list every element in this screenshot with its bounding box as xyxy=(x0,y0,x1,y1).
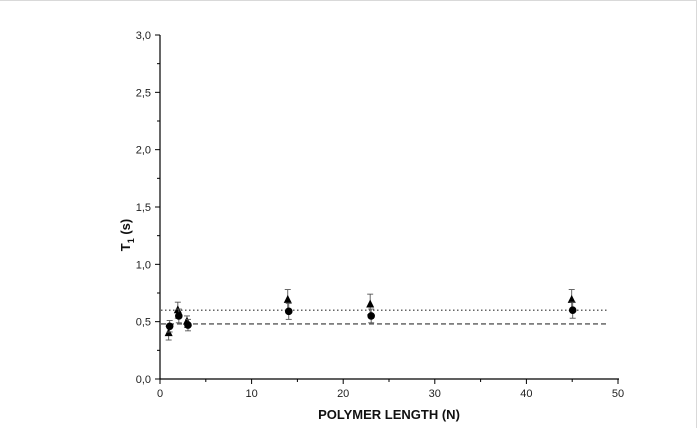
y-tick-label: 0,0 xyxy=(136,374,151,386)
axes xyxy=(159,35,619,380)
y-tick-label: 2,5 xyxy=(136,87,151,99)
circle-point xyxy=(175,312,183,320)
x-tick-label: 0 xyxy=(157,388,163,400)
y-axis-title-rest: (s) xyxy=(118,219,133,239)
circle-point xyxy=(367,312,375,320)
y-tick-label: 1,5 xyxy=(136,202,151,214)
x-tick-label: 30 xyxy=(429,388,441,400)
y-tick-label: 0,5 xyxy=(136,317,151,329)
circle-point xyxy=(165,322,174,331)
x-axis-title: POLYMER LENGTH (N) xyxy=(318,407,460,422)
x-tick-label: 50 xyxy=(612,388,624,400)
circle-point xyxy=(568,306,577,315)
y-axis-title-sub: 1 xyxy=(126,238,136,243)
x-tick-label: 10 xyxy=(245,388,257,400)
data-marks xyxy=(164,289,577,341)
x-tick-label: 20 xyxy=(337,388,349,400)
y-tick-label: 3,0 xyxy=(136,30,151,42)
circle-point xyxy=(284,307,293,316)
triangle-point xyxy=(366,299,375,308)
triangle-point xyxy=(567,294,576,303)
y-axis-title-main: T xyxy=(118,243,133,251)
ticks: 0 10 20 30 40 50 0,0 0,5 1,0 1,5 2,0 2,5 3,0 xyxy=(136,30,624,400)
y-tick-label: 2,0 xyxy=(136,145,151,157)
triangle-point xyxy=(283,294,292,303)
y-tick-label: 1,0 xyxy=(136,259,151,271)
reference-lines xyxy=(161,309,608,325)
y-axis-title: T1 (s) xyxy=(118,219,136,251)
circle-point xyxy=(184,321,192,329)
x-tick-label: 40 xyxy=(520,388,532,400)
